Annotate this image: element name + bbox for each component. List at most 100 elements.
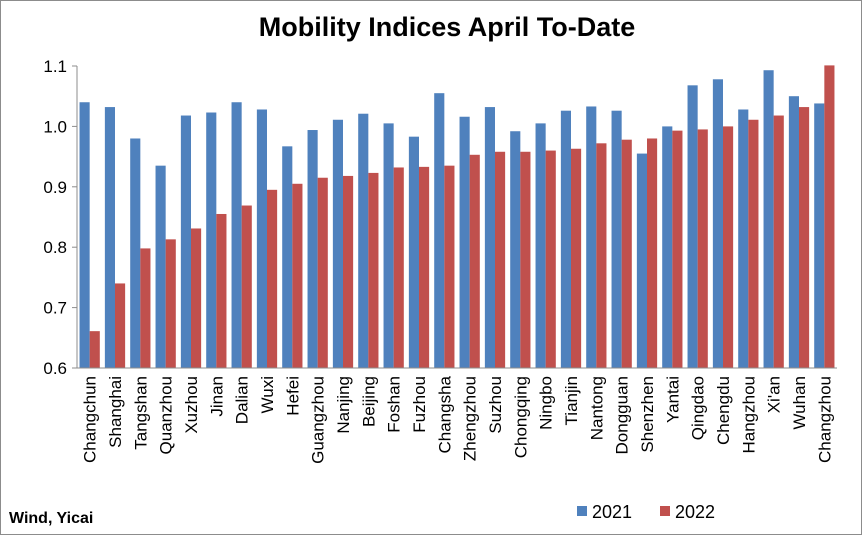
x-tick-label: Beijing (359, 376, 378, 427)
legend-swatch-2021 (577, 506, 587, 516)
x-tick-label: Wuhan (790, 376, 809, 430)
x-tick-label: Chongqing (511, 376, 530, 458)
bar-2022-yantai (672, 130, 683, 368)
bar-2022-xuzhou (191, 228, 202, 368)
x-tick-label: Dongguan (613, 376, 632, 454)
bar-2022-shenzhen (647, 138, 658, 368)
bar-2022-nanjing (343, 175, 354, 368)
bar-2022-tianjin (571, 148, 582, 368)
x-tick-label: Wuxi (258, 376, 277, 413)
bar-2022-fuzhou (419, 166, 430, 368)
bar-2022-suzhou (495, 151, 506, 368)
bar-2021-dongguan (611, 110, 622, 369)
bar-2022-tangshan (140, 248, 151, 368)
bar-2022-jinan (216, 213, 227, 368)
x-tick-label: Tianjin (562, 376, 581, 425)
bar-2021-fuzhou (408, 136, 419, 368)
bar-2022-changzhou (824, 65, 835, 369)
x-tick-label: Suzhou (486, 376, 505, 434)
x-tick-label: Changsha (435, 375, 454, 453)
bar-2021-zhengzhou (459, 116, 470, 369)
x-tick-label: Shenzhen (638, 376, 657, 453)
x-tick-label: Hefei (283, 376, 302, 416)
x-tick-label: Qingdao (689, 376, 708, 440)
bar-2022-foshan (393, 167, 404, 368)
bar-2021-changsha (434, 93, 445, 369)
y-tick-label: 0.8 (43, 238, 67, 257)
bar-2022-wuhan (799, 107, 810, 369)
bar-2022-hangzhou (748, 119, 759, 368)
bar-2021-nantong (586, 106, 597, 368)
chart-title: Mobility Indices April To-Date (259, 12, 636, 42)
x-tick-label: Shanghai (106, 376, 125, 448)
x-tick-label: Quanzhou (157, 376, 176, 454)
legend: 2021 2022 (577, 502, 715, 522)
x-tick-label: Guangzhou (309, 376, 328, 464)
bar-2022-ningbo (545, 150, 556, 368)
bar-2021-tianjin (560, 110, 571, 369)
bar-2021-shenzhen (636, 153, 647, 368)
x-tick-label: Xi'an (765, 376, 784, 413)
bar-2021-beijing (358, 113, 369, 368)
x-tick-label: Nanjing (334, 376, 353, 434)
bar-2021-changzhou (814, 103, 825, 368)
bar-2021-chengdu (712, 79, 723, 369)
legend-label-2021: 2021 (592, 502, 632, 522)
bar-2022-changchun (89, 331, 100, 368)
x-tick-label: Zhengzhou (461, 376, 480, 461)
bar-2022-dalian (241, 205, 252, 368)
x-tick-label: Chengdu (714, 376, 733, 445)
bar-2021-quanzhou (155, 165, 166, 368)
bar-2021-xi-an (763, 70, 774, 368)
x-tick-label: Jinan (207, 376, 226, 417)
x-axis: Changchun Shanghai Tangshan Quanzhou Xuzhou J… (77, 367, 837, 464)
x-tick-label: Foshan (385, 376, 404, 433)
bar-2022-changsha (444, 165, 455, 368)
x-tick-label: Nantong (587, 376, 606, 440)
y-tick-label: 1.1 (43, 57, 67, 76)
bar-2022-wuxi (267, 189, 278, 368)
legend-swatch-2022 (660, 506, 670, 516)
bar-2021-xuzhou (180, 115, 191, 368)
x-tick-label: Dalian (233, 376, 252, 424)
bars-group (79, 65, 835, 369)
x-tick-label: Changzhou (815, 376, 834, 463)
bar-2021-wuxi (256, 109, 267, 368)
source-note: Wind, Yicai (9, 510, 93, 527)
bar-2022-quanzhou (165, 239, 176, 368)
bar-2021-nanjing (332, 119, 343, 368)
legend-label-2022: 2022 (675, 502, 715, 522)
bar-2022-nantong (596, 143, 607, 368)
bar-2022-guangzhou (317, 177, 328, 368)
bar-2022-beijing (368, 172, 379, 368)
x-tick-label: Ningbo (537, 376, 556, 430)
bar-2021-foshan (383, 123, 394, 368)
x-tick-label: Yantai (663, 376, 682, 423)
y-tick-label: 0.7 (43, 299, 67, 318)
x-tick-label: Fuzhou (410, 376, 429, 433)
bar-2021-suzhou (484, 107, 495, 369)
bar-2021-hefei (282, 146, 293, 368)
bar-2022-xi-an (773, 115, 784, 368)
y-tick-label: 0.6 (43, 359, 67, 378)
y-tick-label: 1.0 (43, 117, 67, 136)
bar-2021-hangzhou (738, 109, 749, 368)
bar-2022-shanghai (115, 283, 126, 368)
bar-2022-hefei (292, 183, 303, 368)
bar-2021-qingdao (687, 85, 698, 368)
bar-2021-yantai (662, 126, 673, 369)
bar-2022-qingdao (697, 129, 708, 368)
y-axis: 0.6 0.7 0.8 0.9 1.0 1.1 (43, 57, 78, 378)
bar-2021-chongqing (510, 131, 521, 368)
y-tick-label: 0.9 (43, 178, 67, 197)
bar-2022-zhengzhou (469, 154, 480, 368)
bar-2021-tangshan (130, 138, 141, 368)
bar-2021-dalian (231, 102, 242, 369)
bar-2021-jinan (206, 112, 217, 369)
bar-2021-changchun (79, 102, 90, 369)
bar-2022-dongguan (621, 139, 632, 368)
bar-2021-guangzhou (307, 130, 318, 368)
bar-2022-chengdu (723, 126, 734, 369)
